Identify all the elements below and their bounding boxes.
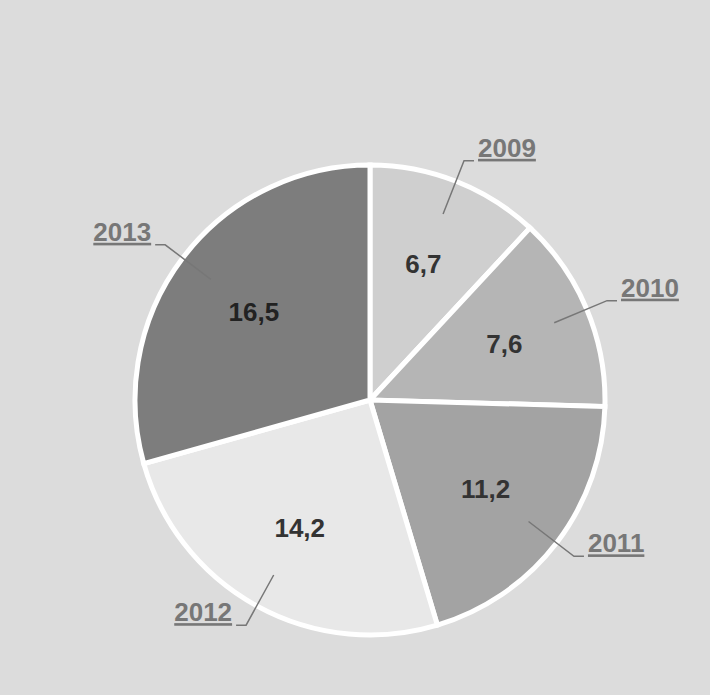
svg-text:14,2: 14,2: [274, 513, 325, 543]
svg-text:11,2: 11,2: [461, 474, 510, 504]
svg-text:2013: 2013: [93, 217, 151, 247]
svg-text:2011: 2011: [588, 528, 644, 558]
svg-text:2009: 2009: [478, 133, 536, 163]
svg-text:7,6: 7,6: [486, 329, 522, 359]
svg-text:2012: 2012: [174, 597, 232, 627]
svg-text:16,5: 16,5: [229, 297, 280, 327]
svg-text:6,7: 6,7: [405, 249, 441, 279]
svg-text:2010: 2010: [621, 273, 679, 303]
